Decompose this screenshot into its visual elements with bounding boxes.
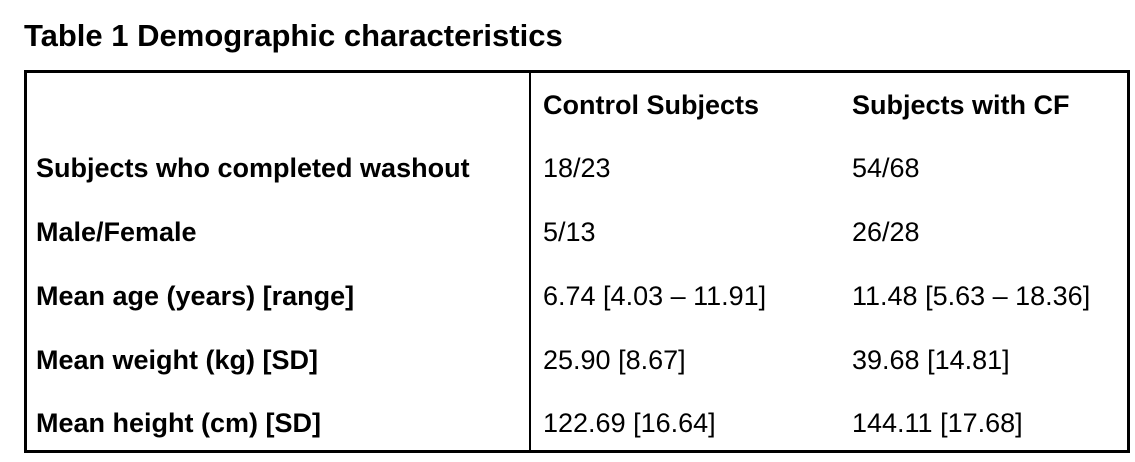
control-value: 6.74 [4.03 – 11.91] xyxy=(543,281,767,311)
column-header-control: Control Subjects xyxy=(543,90,760,120)
cf-value: 26/28 xyxy=(852,217,920,247)
table-title: Table 1 Demographic characteristics xyxy=(24,18,563,53)
control-value: 122.69 [16.64] xyxy=(543,408,716,438)
control-value: 18/23 xyxy=(543,153,611,183)
cf-value: 11.48 [5.63 – 18.36] xyxy=(852,281,1091,311)
cf-value: 144.11 [17.68] xyxy=(852,408,1023,438)
row-label: Mean age (years) [range] xyxy=(36,281,355,311)
control-value: 25.90 [8.67] xyxy=(543,345,686,375)
demographics-table xyxy=(24,70,1130,453)
control-value: 5/13 xyxy=(543,217,596,247)
cf-value: 39.68 [14.81] xyxy=(852,345,1010,375)
cf-value: 54/68 xyxy=(852,153,920,183)
row-label: Male/Female xyxy=(36,217,197,247)
row-label: Subjects who completed washout xyxy=(36,153,470,183)
row-label: Mean weight (kg) [SD] xyxy=(36,345,318,375)
row-label: Mean height (cm) [SD] xyxy=(36,408,322,438)
column-divider xyxy=(529,70,531,453)
column-header-cf: Subjects with CF xyxy=(852,90,1070,120)
